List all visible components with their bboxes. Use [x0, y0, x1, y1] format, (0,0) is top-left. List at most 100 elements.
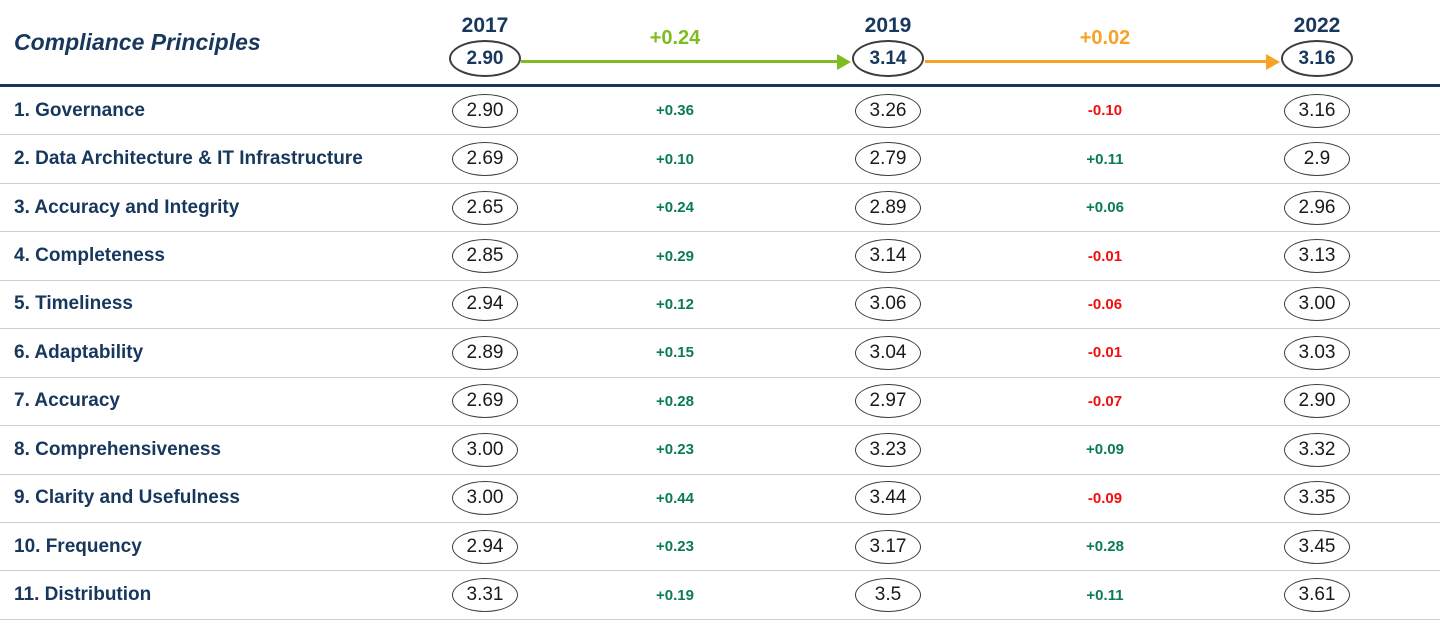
- delta-2017-2019-cell: +0.23: [530, 523, 820, 570]
- delta-2019-2022: +0.28: [1086, 538, 1124, 556]
- delta-2019-2022: -0.09: [1087, 489, 1123, 507]
- score-2017-oval: 2.65: [452, 190, 518, 225]
- score-2019-cell: 2.79: [820, 135, 956, 182]
- year-label-2017: 2017: [461, 14, 509, 37]
- delta-2019-2022: -0.01: [1087, 344, 1123, 362]
- principle-cell: 2. Data Architecture & IT Infrastructure: [0, 135, 440, 182]
- score-2022-oval: 3.16: [1284, 93, 1350, 128]
- year-label-2022: 2022: [1293, 14, 1341, 37]
- table-row: 1. Governance 2.90 +0.36 3.26 -0.10 3.16: [0, 87, 1440, 136]
- principle-label: 10. Frequency: [14, 535, 142, 557]
- score-2019-oval: 3.06: [855, 287, 921, 322]
- year-2022-summary: 2022 3.16: [1281, 13, 1353, 77]
- delta-2019-2022: +0.06: [1086, 199, 1124, 217]
- delta-2019-2022: -0.01: [1087, 247, 1123, 265]
- score-2017-oval: 2.94: [452, 529, 518, 564]
- principle-cell: 11. Distribution: [0, 571, 440, 618]
- score-2019-oval: 3.23: [855, 432, 921, 467]
- score-2019-oval: 3.44: [855, 481, 921, 516]
- score-2017-cell: 3.00: [440, 475, 530, 522]
- score-2017-cell: 2.94: [440, 523, 530, 570]
- delta-2019-2022-cell: +0.28: [956, 523, 1254, 570]
- score-2017-oval: 3.31: [452, 578, 518, 613]
- year-2017-cell: 2017 2.90: [440, 0, 530, 84]
- delta-2019-2022-cell: +0.09: [956, 426, 1254, 473]
- trend-arrowhead-2019-2022-icon: [1266, 53, 1280, 70]
- principle-label: 2. Data Architecture & IT Infrastructure: [14, 148, 363, 170]
- score-2017-cell: 2.69: [440, 135, 530, 182]
- principle-cell: 3. Accuracy and Integrity: [0, 184, 440, 231]
- table-row: 2. Data Architecture & IT Infrastructure…: [0, 135, 1440, 184]
- score-2022-cell: 3.16: [1254, 87, 1380, 134]
- table-row: 9. Clarity and Usefulness 3.00 +0.44 3.4…: [0, 475, 1440, 523]
- delta-2019-2022: -0.10: [1087, 102, 1123, 120]
- score-2019-oval: 3.04: [855, 335, 921, 370]
- scorecard-header: Compliance Principles 2017 2.90 +0.24 20…: [0, 0, 1440, 87]
- principle-cell: 10. Frequency: [0, 523, 440, 570]
- trend-arrowhead-2017-2019-icon: [837, 53, 851, 70]
- overall-delta-2017-2019: +0.24: [649, 26, 701, 49]
- score-2019-oval: 3.17: [855, 529, 921, 564]
- delta-2017-2019: +0.15: [656, 344, 694, 362]
- score-2017-oval: 3.00: [452, 432, 518, 467]
- score-2022-oval: 2.90: [1284, 384, 1350, 419]
- principle-cell: 8. Comprehensiveness: [0, 426, 440, 473]
- score-2022-cell: 3.00: [1254, 281, 1380, 328]
- score-2019-oval: 3.14: [855, 239, 921, 274]
- score-2019-oval: 3.26: [855, 93, 921, 128]
- year-label-2019: 2019: [864, 14, 912, 37]
- year-2017-summary: 2017 2.90: [449, 13, 521, 77]
- principle-label: 1. Governance: [14, 99, 145, 121]
- delta-2019-2022: -0.07: [1087, 392, 1123, 410]
- score-2022-oval: 3.61: [1284, 578, 1350, 613]
- principle-cell: 9. Clarity and Usefulness: [0, 475, 440, 522]
- score-2019-cell: 3.5: [820, 571, 956, 618]
- score-2019-cell: 3.26: [820, 87, 956, 134]
- score-2022-cell: 2.96: [1254, 184, 1380, 231]
- overall-score-2022-oval: 3.16: [1281, 40, 1353, 77]
- score-2022-oval: 3.13: [1284, 239, 1350, 274]
- delta-2017-2019: +0.10: [656, 150, 694, 168]
- delta-2017-2019: +0.24: [656, 199, 694, 217]
- delta-2019-2022-cell: -0.01: [956, 329, 1254, 376]
- delta-2017-2019-cell: +0.29: [530, 232, 820, 279]
- delta-2019-2022: +0.11: [1086, 586, 1124, 604]
- overall-delta-2019-2022: +0.02: [1079, 26, 1131, 49]
- score-2022-cell: 3.03: [1254, 329, 1380, 376]
- score-2022-cell: 3.45: [1254, 523, 1380, 570]
- score-2022-cell: 3.13: [1254, 232, 1380, 279]
- delta-2019-2022: +0.11: [1086, 150, 1124, 168]
- score-2019-cell: 2.97: [820, 378, 956, 425]
- year-2019-cell: 2019 3.14: [820, 0, 956, 84]
- delta-2019-2022: -0.06: [1087, 295, 1123, 313]
- score-2022-cell: 3.61: [1254, 571, 1380, 618]
- score-2017-oval: 2.69: [452, 142, 518, 177]
- score-2017-cell: 2.65: [440, 184, 530, 231]
- score-2022-cell: 3.35: [1254, 475, 1380, 522]
- delta-2017-2019-cell: +0.10: [530, 135, 820, 182]
- delta-2019-2022-cell: -0.07: [956, 378, 1254, 425]
- score-2017-cell: 2.89: [440, 329, 530, 376]
- table-row: 6. Adaptability 2.89 +0.15 3.04 -0.01 3.…: [0, 329, 1440, 378]
- delta-2017-2019: +0.36: [656, 102, 694, 120]
- score-2019-oval: 2.79: [855, 142, 921, 177]
- delta-2019-2022-cell: -0.09: [956, 475, 1254, 522]
- principle-cell: 1. Governance: [0, 87, 440, 134]
- score-2022-oval: 3.45: [1284, 529, 1350, 564]
- score-2017-oval: 2.90: [452, 93, 518, 128]
- score-2017-oval: 2.89: [452, 335, 518, 370]
- header-spacer: [1380, 0, 1440, 84]
- table-row: 7. Accuracy 2.69 +0.28 2.97 -0.07 2.90: [0, 378, 1440, 427]
- table-row: 3. Accuracy and Integrity 2.65 +0.24 2.8…: [0, 184, 1440, 233]
- score-2019-cell: 3.44: [820, 475, 956, 522]
- delta-2019-2022-cell: +0.06: [956, 184, 1254, 231]
- score-2017-cell: 3.31: [440, 571, 530, 618]
- delta-2017-2019-cell: +0.44: [530, 475, 820, 522]
- principle-label: 8. Comprehensiveness: [14, 438, 221, 460]
- score-2017-cell: 3.00: [440, 426, 530, 473]
- delta-2017-2019: +0.12: [656, 295, 694, 313]
- delta-2019-2022-cell: -0.01: [956, 232, 1254, 279]
- overall-score-2019-oval: 3.14: [852, 40, 924, 77]
- score-2017-cell: 2.85: [440, 232, 530, 279]
